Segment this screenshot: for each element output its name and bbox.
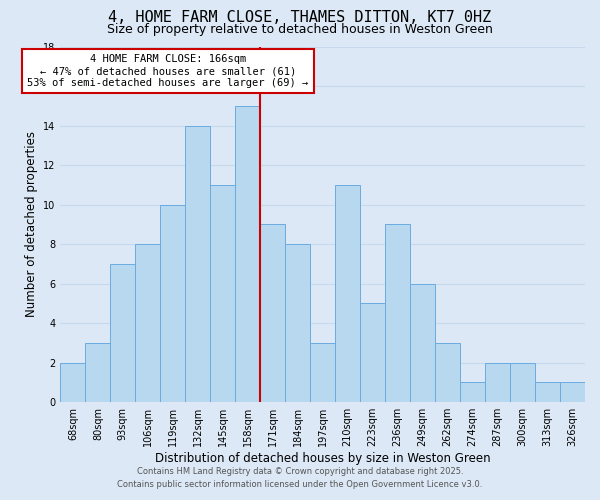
X-axis label: Distribution of detached houses by size in Weston Green: Distribution of detached houses by size … — [155, 452, 491, 465]
Bar — [210, 185, 235, 402]
Text: Size of property relative to detached houses in Weston Green: Size of property relative to detached ho… — [107, 22, 493, 36]
Text: 4 HOME FARM CLOSE: 166sqm
← 47% of detached houses are smaller (61)
53% of semi-: 4 HOME FARM CLOSE: 166sqm ← 47% of detac… — [27, 54, 308, 88]
Bar — [185, 126, 210, 402]
Bar — [460, 382, 485, 402]
Bar — [385, 224, 410, 402]
Text: 4, HOME FARM CLOSE, THAMES DITTON, KT7 0HZ: 4, HOME FARM CLOSE, THAMES DITTON, KT7 0… — [109, 10, 491, 25]
Bar — [510, 362, 535, 402]
Bar — [335, 185, 360, 402]
Bar — [360, 304, 385, 402]
Bar — [110, 264, 136, 402]
Bar — [61, 362, 85, 402]
Bar — [260, 224, 285, 402]
Bar — [85, 343, 110, 402]
Bar — [560, 382, 585, 402]
Bar — [410, 284, 435, 402]
Bar — [535, 382, 560, 402]
Bar — [235, 106, 260, 402]
Bar — [160, 204, 185, 402]
Bar — [485, 362, 510, 402]
Text: Contains HM Land Registry data © Crown copyright and database right 2025.
Contai: Contains HM Land Registry data © Crown c… — [118, 468, 482, 489]
Bar — [285, 244, 310, 402]
Y-axis label: Number of detached properties: Number of detached properties — [25, 132, 38, 318]
Bar — [310, 343, 335, 402]
Bar — [136, 244, 160, 402]
Bar — [435, 343, 460, 402]
